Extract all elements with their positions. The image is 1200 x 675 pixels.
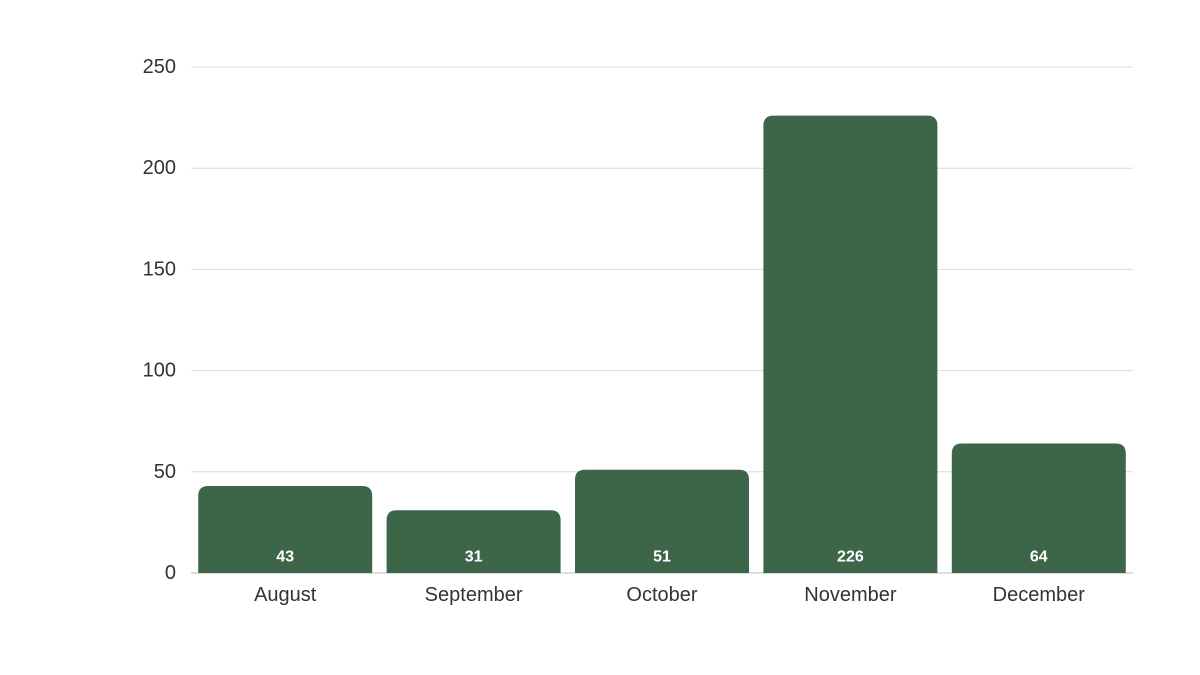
y-tick-label: 100 [143, 360, 176, 382]
x-tick-label-october: October [626, 584, 697, 606]
data-labels: 43 31 51 226 64 [276, 549, 1047, 566]
data-label-august: 43 [276, 549, 294, 566]
bars [198, 115, 1126, 574]
y-tick-label: 150 [143, 258, 176, 280]
x-axis-ticks: August September October November December [254, 584, 1085, 606]
y-tick-label: 0 [165, 562, 176, 584]
x-tick-label-december: December [993, 584, 1086, 606]
data-label-october: 51 [653, 549, 671, 566]
y-tick-label: 50 [154, 461, 176, 483]
bar-september [386, 510, 561, 573]
x-tick-label-september: September [425, 584, 523, 606]
bar-december [951, 443, 1126, 573]
x-tick-label-august: August [254, 584, 317, 606]
data-label-december: 64 [1030, 549, 1048, 566]
y-axis-ticks: 0 50 100 150 200 250 [143, 56, 176, 584]
bar-november [763, 115, 938, 574]
bar-august [198, 485, 373, 573]
data-label-november: 226 [837, 549, 864, 566]
x-tick-label-november: November [804, 584, 897, 606]
data-label-september: 31 [465, 549, 483, 566]
y-tick-label: 200 [143, 157, 176, 179]
y-tick-label: 250 [143, 56, 176, 78]
bar-october [575, 469, 749, 573]
